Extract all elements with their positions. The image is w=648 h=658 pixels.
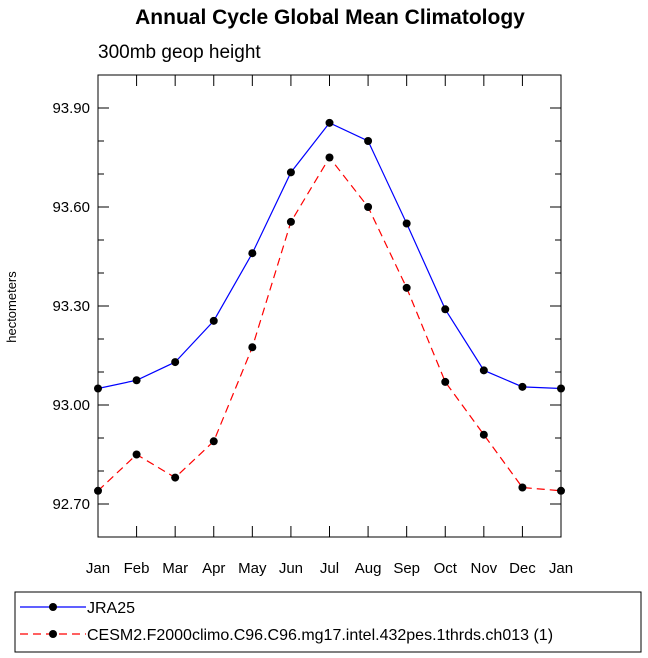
legend-item-1: JRA25 [20,600,135,617]
axis-ticks: Jan Feb Mar Apr May Jun Jul Aug Sep Oct Nov Dec Jan 9… [52,74,573,577]
x-tick-label: Jul [320,560,339,577]
x-tick-label: Jan [86,560,110,577]
data-point [325,118,334,127]
data-point [364,137,373,145]
data-point [209,437,218,446]
x-tick-label: Apr [202,560,225,577]
series-line [97,122,562,390]
x-tick-label: Mar [162,560,188,577]
data-point [557,486,565,495]
data-point [132,450,141,459]
x-tick-label: Dec [509,560,536,577]
data-point [248,249,257,258]
legend-marker [49,603,57,611]
data-point [132,376,141,385]
series-2 [94,153,565,495]
y-tick-label: 93.90 [52,100,90,117]
x-tick-label: Jun [279,560,303,577]
data-point [286,168,295,177]
y-tick-label: 92.70 [52,496,90,513]
data-point [286,217,295,226]
data-point [402,283,411,292]
series-1 [94,118,565,393]
data-point [94,486,102,495]
y-tick-label: 93.60 [52,199,90,216]
series-line [97,156,562,492]
x-tick-label: Oct [434,560,458,577]
x-tick-label: Sep [393,560,420,577]
y-tick-label: 93.00 [52,397,90,414]
x-tick-label: Jan [549,560,573,577]
data-point [325,153,334,162]
legend-label: CESM2.F2000climo.C96.C96.mg17.intel.432p… [87,627,553,644]
data-point [171,473,180,482]
data-point [171,358,180,367]
data-point [557,384,565,393]
data-point [94,384,102,393]
legend-marker [49,630,57,638]
data-point [248,343,257,352]
data-point [441,305,450,314]
data-point [441,377,450,386]
data-point [364,203,373,211]
x-tick-label: May [238,560,267,577]
data-point [518,382,527,391]
x-tick-label: Feb [124,560,150,577]
chart-subtitle: 300mb geop height [98,42,261,63]
legend-label: JRA25 [87,600,135,617]
y-tick-label: 93.30 [52,298,90,315]
data-point [209,316,218,325]
legend-item-2: CESM2.F2000climo.C96.C96.mg17.intel.432p… [20,627,553,644]
data-point [479,430,488,439]
chart-title: Annual Cycle Global Mean Climatology [135,6,525,29]
series-layer [94,118,565,495]
data-point [518,483,527,492]
data-point [479,366,488,375]
legend: JRA25 CESM2.F2000climo.C96.C96.mg17.intel… [20,600,553,644]
y-axis-label: hectometers [4,271,19,343]
x-tick-label: Aug [355,560,382,577]
x-tick-label: Nov [470,560,497,577]
legend-box [14,591,642,653]
data-point [402,219,411,228]
plot-frame [97,74,562,538]
